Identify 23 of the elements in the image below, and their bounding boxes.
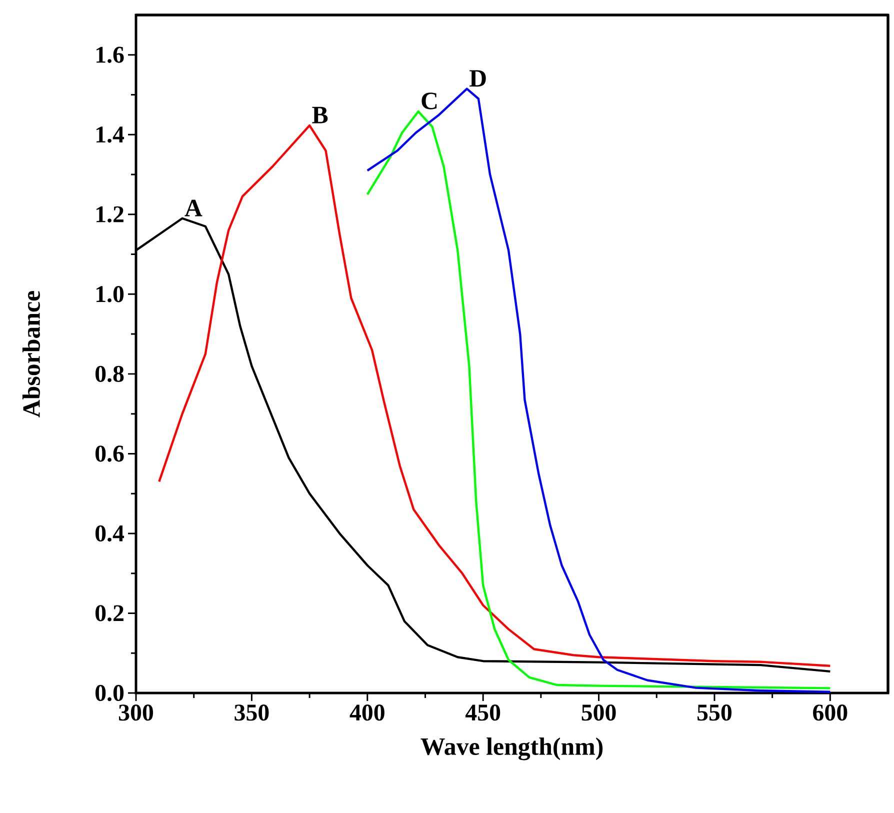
x-tick-label: 450 <box>465 704 500 721</box>
y-tick-label: 0.0 <box>95 684 124 702</box>
x-tick-label: 300 <box>118 704 154 721</box>
annotation: A <box>184 200 202 216</box>
x-tick-label: 600 <box>813 704 848 721</box>
x-axis-title: Wave length(nm) <box>420 737 603 760</box>
annotation: D <box>470 70 486 87</box>
y-tick-label: 1.4 <box>96 126 124 143</box>
line-series <box>158 124 832 667</box>
x-tick-label: 550 <box>697 704 732 721</box>
y-tick-label: 0.4 <box>95 525 124 542</box>
annotation: C <box>422 92 437 110</box>
y-tick-label: 0.6 <box>95 446 124 462</box>
y-tick-label: 1.6 <box>96 46 124 63</box>
y-tick-label: 1.2 <box>96 206 124 222</box>
x-tick-label: 500 <box>582 704 616 721</box>
y-tick-label: 1.0 <box>96 286 124 302</box>
y-tick-label: 0.8 <box>95 366 124 382</box>
x-tick-label: 350 <box>234 704 269 721</box>
y-tick-label: 0.2 <box>95 605 124 622</box>
y-axis-title: Absorbance <box>22 291 40 418</box>
x-tick-label: 400 <box>350 704 384 721</box>
annotation: B <box>312 106 328 124</box>
